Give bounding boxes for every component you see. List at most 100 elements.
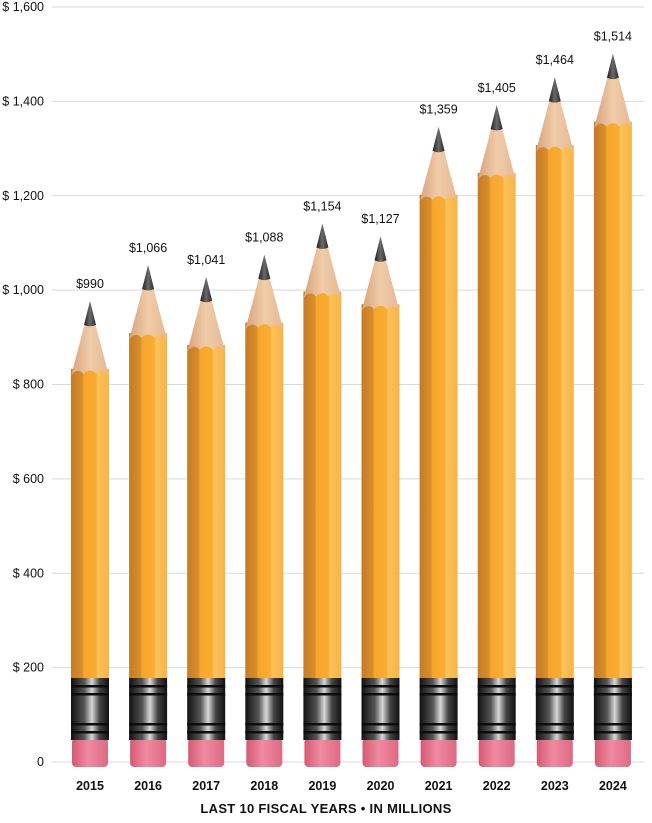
x-axis-title: LAST 10 FISCAL YEARS • IN MILLIONS xyxy=(200,801,452,816)
pencil-tip xyxy=(84,300,96,327)
bar xyxy=(477,105,516,767)
pencil-tip xyxy=(606,53,619,80)
pencil-eraser xyxy=(246,738,283,767)
x-tick-label: 2023 xyxy=(541,779,569,793)
ferrule-band xyxy=(129,693,168,696)
ferrule-band xyxy=(593,723,632,726)
bar xyxy=(303,223,342,767)
x-tick-label: 2022 xyxy=(483,779,511,793)
pencil-body xyxy=(187,344,226,678)
ferrule-band xyxy=(477,723,516,726)
x-tick-label: 2020 xyxy=(367,779,395,793)
pencil-wood xyxy=(419,148,458,202)
bar xyxy=(419,126,458,767)
y-tick-label: $ 1,400 xyxy=(2,94,44,108)
y-tick-label: $ 800 xyxy=(13,378,44,392)
bar xyxy=(71,300,109,767)
pencil-tip xyxy=(200,276,213,303)
bar xyxy=(245,254,284,767)
data-label: $1,088 xyxy=(245,231,283,245)
ferrule-band xyxy=(535,731,574,734)
pencil-eraser xyxy=(130,738,167,767)
pencil-body xyxy=(535,145,574,679)
pencil-tip xyxy=(432,126,445,153)
bar xyxy=(593,53,632,767)
pencil-body xyxy=(71,368,109,678)
bar xyxy=(187,276,226,767)
pencil-eraser xyxy=(478,738,515,767)
ferrule-band xyxy=(129,731,168,734)
pencil-eraser xyxy=(536,738,573,767)
pencil-body xyxy=(477,173,516,678)
pencil-eraser xyxy=(188,738,225,767)
y-tick-label: $ 400 xyxy=(13,566,44,580)
ferrule-band xyxy=(303,723,342,726)
data-label: $1,127 xyxy=(361,212,399,226)
pencil-tip xyxy=(316,223,329,249)
pencil-body xyxy=(303,291,342,678)
pencil-tip xyxy=(490,105,503,131)
ferrule-band xyxy=(361,731,400,734)
pencil-tip xyxy=(142,264,155,291)
pencil-body xyxy=(419,194,458,679)
ferrule-band xyxy=(187,685,226,688)
y-axis-ticks: 0 $ 200 $ 400 $ 600 $ 800 $ 1,000 $ 1,200 $ 1,4… xyxy=(2,0,44,769)
pencil-eraser xyxy=(304,738,341,767)
ferrule-band xyxy=(245,693,284,696)
pencil-eraser xyxy=(420,738,457,767)
pencil-wood xyxy=(593,75,632,129)
y-tick-label: $ 200 xyxy=(13,661,44,675)
data-label: $990 xyxy=(76,277,104,291)
ferrule-band xyxy=(593,685,632,688)
y-tick-label: $ 1,200 xyxy=(2,189,44,203)
bar xyxy=(361,236,400,767)
ferrule-band xyxy=(593,693,632,696)
ferrule-band xyxy=(245,731,284,734)
ferrule-band xyxy=(535,693,574,696)
data-label: $1,514 xyxy=(594,30,632,44)
ferrule-band xyxy=(71,731,109,734)
pencil-eraser xyxy=(594,738,631,767)
data-labels: $990 $1,066 $1,041 $1,088 $1,154 $1,127 $1,359… xyxy=(76,30,632,291)
ferrule-band xyxy=(71,723,109,726)
data-label: $1,405 xyxy=(478,81,516,95)
y-tick-label: $ 1,000 xyxy=(2,283,44,297)
bars xyxy=(71,53,632,767)
pencil-eraser xyxy=(72,738,108,767)
ferrule-band xyxy=(71,685,109,688)
bar xyxy=(129,264,168,767)
ferrule-band xyxy=(419,731,458,734)
pencil-wood xyxy=(361,258,400,312)
pencil-wood xyxy=(245,276,284,330)
pencil-wood xyxy=(71,322,109,376)
pencil-tip xyxy=(374,236,387,262)
ferrule-band xyxy=(361,693,400,696)
pencil-tip xyxy=(258,254,271,281)
ferrule-band xyxy=(303,693,342,696)
pencil-wood xyxy=(129,286,168,340)
ferrule-band xyxy=(361,685,400,688)
ferrule-band xyxy=(535,685,574,688)
x-tick-label: 2019 xyxy=(308,779,336,793)
x-axis-ticks: 2015 2016 2017 2018 2019 2020 2021 2022 2023 2024 xyxy=(76,779,627,793)
pencil-wood xyxy=(535,99,574,153)
x-tick-label: 2015 xyxy=(76,779,104,793)
pencil-body xyxy=(361,304,400,678)
data-label: $1,359 xyxy=(419,103,457,117)
pencil-body xyxy=(129,332,168,678)
ferrule-band xyxy=(187,723,226,726)
ferrule-band xyxy=(477,731,516,734)
pencil-wood xyxy=(303,245,342,299)
ferrule-band xyxy=(187,731,226,734)
data-label: $1,041 xyxy=(187,253,225,267)
x-tick-label: 2016 xyxy=(134,779,162,793)
x-tick-label: 2024 xyxy=(599,779,627,793)
ferrule-band xyxy=(419,685,458,688)
ferrule-band xyxy=(361,723,400,726)
y-tick-label: 0 xyxy=(37,755,44,769)
ferrule-band xyxy=(419,693,458,696)
ferrule-band xyxy=(129,723,168,726)
pencil-wood xyxy=(187,298,226,352)
ferrule-band xyxy=(187,693,226,696)
